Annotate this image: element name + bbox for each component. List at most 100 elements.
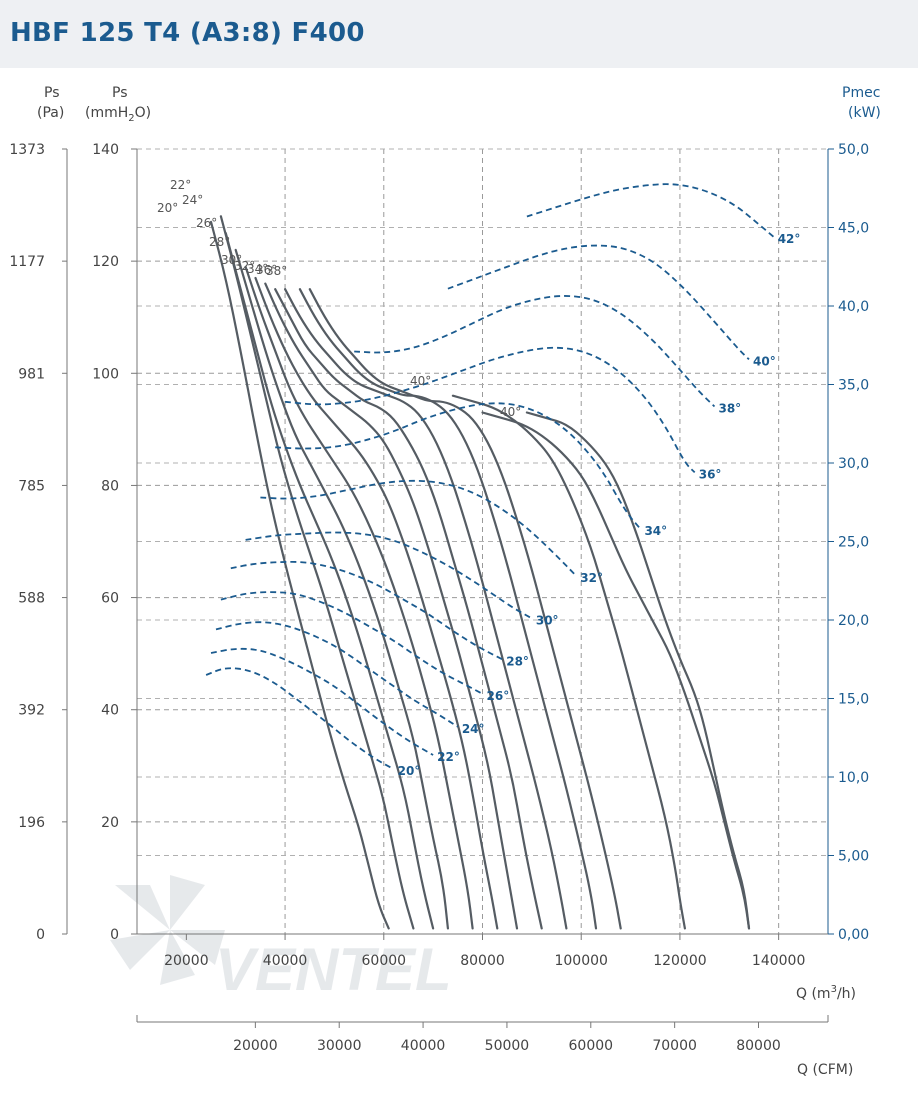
right-kw-unit: (kW) <box>848 105 881 121</box>
pressure-curve <box>274 288 543 930</box>
power-curve-label: 36° <box>699 467 722 481</box>
page-title: HBF 125 T4 (A3:8) F400 <box>10 18 365 48</box>
pressure-curve-label: 22° <box>170 178 191 192</box>
x-cfm-tick-label: 40000 <box>401 1038 446 1054</box>
x-cfm-label: Q (CFM) <box>797 1062 853 1078</box>
power-curve-label: 34° <box>644 524 667 538</box>
pressure-curve <box>308 288 622 930</box>
power-curve-label: 20° <box>398 764 421 778</box>
power-curve-label: 24° <box>462 722 485 736</box>
left-pa-unit: (Pa) <box>37 105 64 121</box>
power-curve <box>245 531 533 620</box>
power-curve <box>205 667 395 770</box>
pressure-curve <box>264 282 519 930</box>
pressure-curve-label: 40° <box>500 405 521 419</box>
x-m3h-tick-label: 140000 <box>752 953 805 969</box>
right-kw-tick-label: 20,0 <box>838 613 869 629</box>
left-mm-tick-label: 40 <box>101 703 119 719</box>
pressure-curve <box>525 411 751 930</box>
pressure-curve <box>219 215 415 930</box>
x-m3h-tick-label: 40000 <box>263 953 308 969</box>
pressure-curve-label: 30° <box>221 253 242 267</box>
power-curve <box>230 560 503 661</box>
x-cfm-tick-label: 50000 <box>485 1038 530 1054</box>
power-curve <box>447 244 750 361</box>
left-mm-tick-label: 140 <box>92 142 119 158</box>
power-curve <box>215 621 459 728</box>
pressure-curve <box>284 288 568 930</box>
right-kw-label: Pmec <box>842 85 880 101</box>
left-pa-tick-label: 196 <box>18 815 45 831</box>
left-pa-tick-label: 1373 <box>9 142 45 158</box>
watermark: VENTEL <box>110 875 452 1003</box>
title-bar: HBF 125 T4 (A3:8) F400 <box>0 0 918 68</box>
left-pa-tick-label: 1177 <box>9 254 45 270</box>
pressure-curve <box>451 394 686 930</box>
left-mm-label: Ps <box>112 85 128 101</box>
axes: 1373 1177 981 785 588 392 196 0 140 120 100 80 60 40 2… <box>9 142 869 1054</box>
power-curve-label: 26° <box>487 689 510 703</box>
x-cfm-tick-label: 20000 <box>233 1038 278 1054</box>
pressure-curve-label: 32° <box>234 259 255 273</box>
right-kw-tick-label: 35,0 <box>838 378 869 394</box>
pressure-curve-label: 26° <box>196 216 217 230</box>
right-kw-tick-label: 5,00 <box>838 849 869 865</box>
pressure-curve <box>234 248 449 930</box>
power-curve <box>275 402 642 530</box>
left-mm-unit: (mmH2O) <box>85 105 151 124</box>
x-m3h-tick-label: 20000 <box>164 953 209 969</box>
left-mm-tick-label: 20 <box>101 815 119 831</box>
right-kw-tick-label: 0,00 <box>838 927 869 943</box>
left-pa-tick-label: 588 <box>18 591 45 607</box>
left-pa-label: Ps <box>44 85 60 101</box>
left-mm-tick-label: 80 <box>101 478 119 494</box>
power-curve <box>220 591 483 695</box>
x-cfm-tick-label: 80000 <box>736 1038 781 1054</box>
left-pa-tick-label: 785 <box>18 478 45 494</box>
power-curve-label: 40° <box>753 354 776 368</box>
right-kw-tick-label: 50,0 <box>838 142 869 158</box>
pressure-curve <box>298 288 598 930</box>
power-curve-label: 28° <box>506 654 529 668</box>
watermark-text: VENTEL <box>215 936 452 1003</box>
x-m3h-tick-label: 120000 <box>653 953 706 969</box>
x-cfm-tick-label: 60000 <box>569 1038 614 1054</box>
x-m3h-tick-label: 60000 <box>362 953 407 969</box>
left-mm-tick-label: 60 <box>101 591 119 607</box>
pressure-curve <box>481 411 751 930</box>
x-m3h-label: Q (m3/h) <box>796 984 856 1002</box>
pressure-curve-label: 24° <box>182 193 203 207</box>
pressure-curve-label: 36° <box>256 263 277 277</box>
left-pa-tick-label: 392 <box>18 703 45 719</box>
left-mm-tick-label: 0 <box>110 927 119 943</box>
x-cfm-tick-label: 30000 <box>317 1038 362 1054</box>
power-curve <box>260 479 577 577</box>
pressure-curve-label: 38° <box>266 264 287 278</box>
left-mm-tick-label: 120 <box>92 254 119 270</box>
power-curves <box>205 183 775 770</box>
curve-labels: 20°22°24°26°28°30°32°34°36°38°40°40°20°2… <box>157 178 800 778</box>
pressure-curve <box>224 232 435 930</box>
power-curve <box>210 647 434 756</box>
power-curve-label: 30° <box>536 613 559 627</box>
right-kw-tick-label: 30,0 <box>838 456 869 472</box>
x-cfm-tick-label: 70000 <box>652 1038 697 1054</box>
power-curve-label: 32° <box>580 571 603 585</box>
pressure-curve <box>254 276 499 930</box>
left-pa-tick-label: 0 <box>36 927 45 943</box>
pressure-curve <box>244 265 474 930</box>
power-curve-label: 42° <box>778 232 801 246</box>
power-curve-label: 22° <box>437 750 460 764</box>
pressure-curve-label: 40° <box>410 374 431 388</box>
right-kw-tick-label: 15,0 <box>838 692 869 708</box>
left-pa-tick-label: 981 <box>18 366 45 382</box>
power-curve-label: 38° <box>718 401 741 415</box>
pressure-curve-label: 28° <box>209 235 230 249</box>
pressure-curve-label: 20° <box>157 201 178 215</box>
right-kw-tick-label: 25,0 <box>838 535 869 551</box>
x-m3h-tick-label: 80000 <box>460 953 505 969</box>
pressure-curve-label: 34° <box>247 262 268 276</box>
grid <box>137 148 828 934</box>
power-curve <box>285 346 696 474</box>
